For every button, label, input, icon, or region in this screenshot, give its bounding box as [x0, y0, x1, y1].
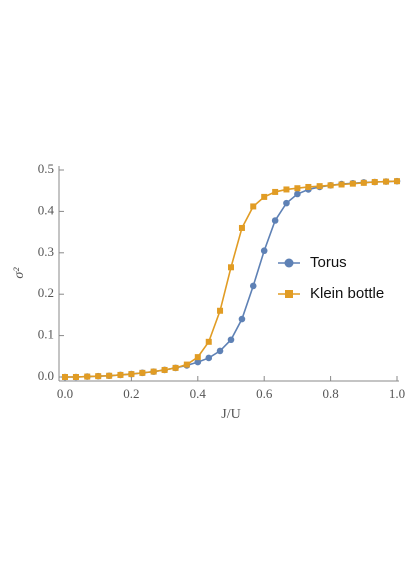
marker: [217, 307, 224, 314]
marker: [106, 372, 113, 379]
marker: [72, 374, 79, 380]
marker: [161, 366, 168, 373]
marker: [62, 374, 68, 380]
marker: [150, 368, 157, 375]
x-tick-label: 0.2: [123, 386, 139, 401]
marker: [117, 371, 124, 378]
x-tick-label: 0.6: [256, 386, 273, 401]
marker: [172, 364, 179, 371]
x-tick-label: 0.4: [190, 386, 207, 401]
marker: [183, 361, 190, 368]
marker: [316, 183, 323, 190]
marker: [294, 185, 301, 192]
x-tick-label: 0.8: [322, 386, 338, 401]
marker: [283, 199, 290, 207]
marker: [272, 188, 279, 195]
y-tick-label: 0.2: [38, 285, 54, 300]
marker: [305, 183, 312, 190]
y-tick-label: 0.3: [38, 244, 54, 259]
marker: [327, 182, 334, 189]
y-tick-label: 0.1: [38, 327, 54, 342]
marker: [227, 336, 235, 344]
marker: [238, 224, 245, 231]
marker: [360, 179, 367, 186]
marker: [383, 178, 390, 185]
x-tick-label: 1.0: [389, 386, 405, 401]
x-axis-label: J/U: [221, 407, 240, 422]
marker: [139, 369, 146, 376]
series-line: [65, 180, 398, 378]
marker: [216, 347, 224, 355]
y-axis-label: σ²: [12, 267, 27, 279]
marker: [250, 203, 257, 210]
y-tick-label: 0.5: [38, 161, 54, 176]
legend-marker: [284, 258, 294, 268]
marker: [194, 354, 201, 361]
marker: [271, 217, 279, 224]
marker: [238, 315, 246, 323]
marker: [84, 373, 91, 380]
legend-label: Torus: [310, 254, 347, 271]
marker: [194, 358, 202, 366]
marker: [228, 264, 234, 271]
marker: [394, 178, 400, 185]
marker: [261, 193, 268, 200]
marker: [371, 179, 378, 186]
marker: [205, 354, 213, 362]
marker: [95, 373, 102, 380]
marker: [260, 247, 268, 255]
y-tick-label: 0.0: [38, 368, 54, 383]
marker: [283, 186, 290, 193]
marker: [338, 181, 345, 188]
marker: [128, 371, 135, 378]
marker: [205, 338, 212, 345]
x-tick-label: 0.0: [57, 386, 73, 401]
legend-marker: [285, 290, 293, 298]
y-tick-label: 0.4: [38, 202, 55, 217]
series-line: [65, 180, 398, 378]
legend-label: Klein bottle: [310, 285, 384, 302]
marker: [349, 180, 356, 187]
marker: [294, 190, 301, 198]
marker: [249, 282, 257, 290]
